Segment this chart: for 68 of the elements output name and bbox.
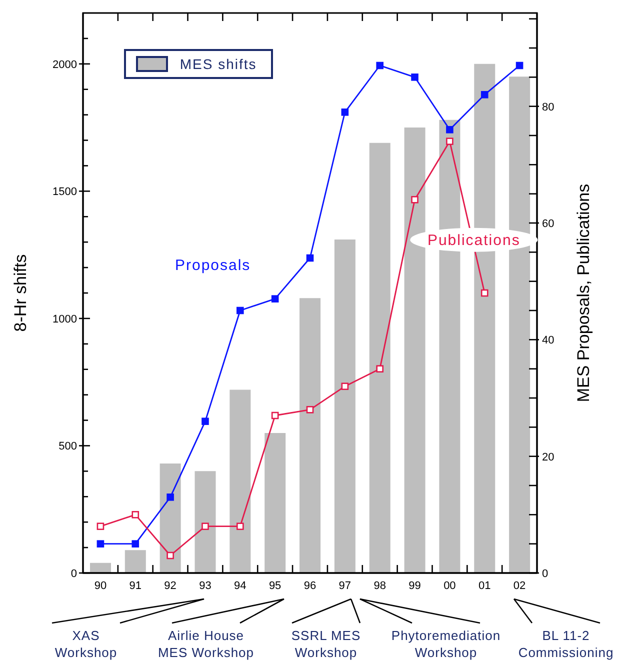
- point: [306, 254, 314, 262]
- point: [376, 62, 384, 70]
- point: [132, 540, 140, 548]
- series-label: Publications: [427, 232, 520, 249]
- x-tick-label: 95: [268, 580, 282, 592]
- point: [271, 412, 279, 420]
- bar: [90, 562, 111, 573]
- bar: [334, 240, 356, 573]
- point: [341, 382, 349, 390]
- point: [480, 289, 488, 297]
- bar: [264, 433, 286, 573]
- bar: [300, 298, 321, 573]
- point: [341, 108, 349, 116]
- y-tick-label: 500: [58, 440, 77, 453]
- x-tick-label: 92: [164, 580, 176, 592]
- point: [446, 138, 454, 145]
- y2-tick-label: 0: [542, 568, 548, 580]
- y2-axis-title: MES Proposals, Publications: [574, 184, 593, 402]
- legend-label: MES shifts: [180, 56, 257, 72]
- point: [236, 522, 244, 530]
- y-axis-title: 8-Hr shifts: [11, 254, 30, 332]
- text: Phytoremediation Workshop: [391, 628, 501, 660]
- x-tick-label: 96: [304, 580, 316, 592]
- text: SSRL MES Workshop: [291, 628, 361, 660]
- point: [166, 494, 174, 501]
- x-tick-label: 00: [444, 580, 456, 592]
- bar: [194, 471, 216, 573]
- bar: [369, 142, 390, 573]
- x-tick-label: 99: [408, 580, 421, 592]
- x-tick-label: 94: [234, 580, 246, 592]
- point: [271, 295, 279, 302]
- point: [376, 365, 384, 372]
- x-tick-label: 90: [94, 580, 107, 592]
- point: [132, 511, 140, 518]
- point: [202, 522, 209, 530]
- point: [446, 126, 454, 134]
- point: [236, 306, 244, 314]
- y2-tick-label: 40: [542, 334, 554, 347]
- x-tick-label: 02: [513, 580, 526, 592]
- point: [202, 418, 209, 425]
- y-tick-label: 2000: [52, 58, 77, 71]
- bar: [230, 390, 251, 573]
- point: [166, 552, 174, 560]
- y-tick-label: 1500: [52, 186, 77, 198]
- text: Airlie House MES Workshop: [158, 628, 254, 660]
- point: [411, 196, 418, 204]
- bar: [124, 550, 146, 573]
- x-tick-label: 93: [199, 580, 212, 592]
- point: [480, 91, 488, 98]
- y2-tick-label: 60: [542, 218, 554, 230]
- x-tick-label: 97: [338, 580, 352, 592]
- point: [306, 406, 314, 414]
- bar: [160, 464, 181, 573]
- x-tick-label: 91: [129, 580, 142, 592]
- point: [411, 74, 418, 81]
- text: Proposals: [174, 257, 251, 274]
- y-tick-label: 0: [70, 568, 77, 580]
- bar: [404, 128, 426, 573]
- x-tick-label: 98: [374, 580, 386, 592]
- text: BL 11-2 Commissioning: [518, 628, 614, 660]
- y-tick-label: 1000: [52, 313, 77, 326]
- y2-tick-label: 20: [542, 451, 554, 464]
- point: [96, 522, 104, 530]
- y2-tick-label: 80: [542, 101, 554, 114]
- point: [516, 62, 524, 70]
- text: XAS Workshop: [54, 628, 118, 660]
- point: [96, 540, 104, 548]
- x-tick-label: 01: [478, 580, 491, 592]
